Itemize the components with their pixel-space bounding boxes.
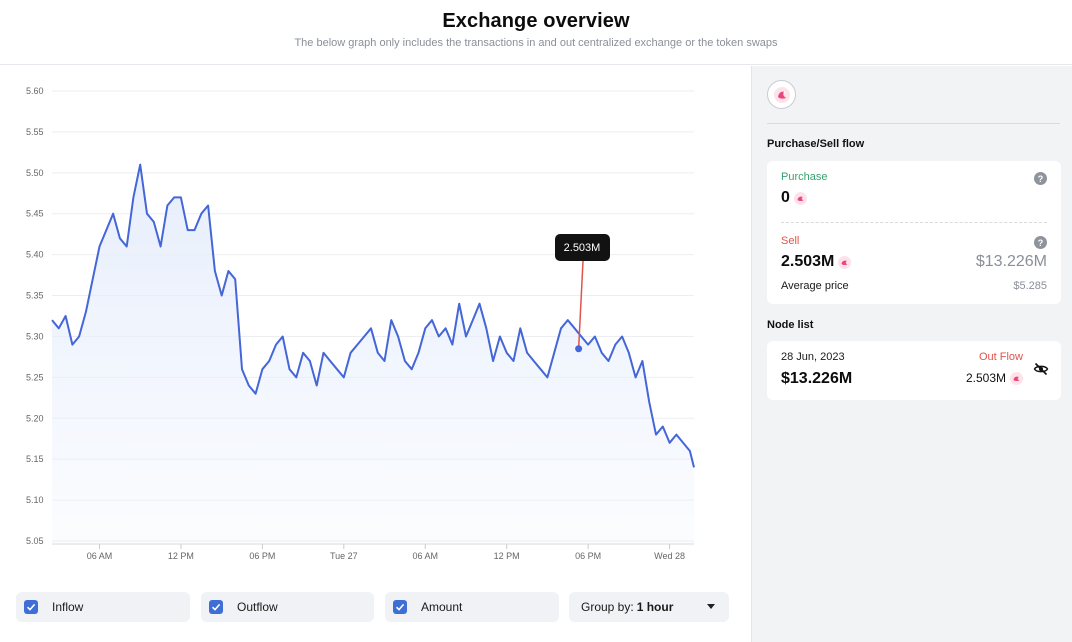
question-icon[interactable]: ?: [1034, 172, 1047, 185]
y-tick-label: 5.40: [26, 250, 44, 260]
y-tick-label: 5.10: [26, 495, 44, 505]
y-tick-label: 5.45: [26, 209, 44, 219]
sell-label: Sell: [781, 235, 800, 247]
sell-value: 2.503M: [781, 253, 835, 270]
exchange-chart: 5.60 5.55 5.50 5.45 5.40 5.35 5.30 5.25 5.20 5.15…: [0, 66, 751, 642]
purchase-label: Purchase: [781, 171, 828, 183]
token-icon: [1010, 371, 1023, 385]
tooltip-box: [555, 234, 610, 261]
page-subtitle: The below graph only includes the transa…: [294, 37, 778, 49]
node-type: Out Flow: [978, 351, 1023, 363]
y-tick-label: 5.20: [26, 413, 44, 423]
x-tick-label: 12 PM: [494, 551, 520, 561]
node-section-title: Node list: [767, 319, 814, 331]
check-icon: [393, 600, 407, 614]
x-tick-label: 06 AM: [87, 551, 113, 561]
token-logo-icon[interactable]: [767, 80, 796, 109]
y-tick-label: 5.05: [26, 536, 44, 546]
avg-price-value: $5.285: [1013, 280, 1047, 292]
tooltip-point: [575, 345, 583, 353]
x-tick-label: Wed 28: [654, 551, 685, 561]
x-tick-label: 06 PM: [575, 551, 601, 561]
tooltip-label: 2.503M: [564, 242, 601, 254]
y-tick-label: 5.15: [26, 454, 44, 464]
caret-down-icon: [707, 604, 715, 609]
y-tick-label: 5.35: [26, 291, 44, 301]
node-date: 28 Jun, 2023: [781, 351, 845, 363]
y-tick-label: 5.60: [26, 86, 44, 96]
chart-controls: Inflow Outflow Amount Group by: 1 hour: [0, 592, 751, 622]
tooltip-connector: [577, 260, 584, 349]
chart-svg: 5.60 5.55 5.50 5.45 5.40 5.35 5.30 5.25 5.20 5.15…: [26, 86, 695, 561]
dashed-divider: [781, 222, 1047, 223]
sell-amount: 2.503M: [781, 253, 852, 271]
question-icon[interactable]: ?: [1034, 236, 1047, 249]
amount-toggle[interactable]: Amount: [385, 592, 559, 622]
purchase-value: 0: [781, 189, 790, 206]
avg-price-label: Average price: [781, 280, 849, 292]
series-line: [51, 163, 695, 468]
series-area: [52, 164, 694, 544]
token-icon: [838, 255, 852, 269]
y-tick-label: 5.50: [26, 168, 44, 178]
page-header: Exchange overview The below graph only i…: [0, 0, 1072, 65]
purchase-amount: 0: [781, 189, 807, 207]
x-tick-label: Tue 27: [330, 551, 358, 561]
outflow-label: Outflow: [237, 600, 278, 614]
x-tick-label: 06 AM: [412, 551, 438, 561]
y-tick-label: 5.25: [26, 372, 44, 382]
flow-section-title: Purchase/Sell flow: [767, 138, 865, 150]
groupby-value: 1 hour: [636, 600, 674, 614]
node-amount: 2.503M: [965, 371, 1006, 385]
x-tick-label: 12 PM: [168, 551, 194, 561]
check-icon: [24, 600, 38, 614]
check-icon: [209, 600, 223, 614]
inflow-toggle[interactable]: Inflow: [16, 592, 190, 622]
flow-card: Purchase ? 0 Sell ? 2.503M $13.226M Aver…: [767, 161, 1061, 304]
y-tick-label: 5.55: [26, 127, 44, 137]
x-tick-label: 06 PM: [249, 551, 275, 561]
divider: [767, 123, 1060, 124]
outflow-toggle[interactable]: Outflow: [201, 592, 374, 622]
node-amount-wrap: 2.503M: [966, 371, 1023, 385]
amount-label: Amount: [421, 600, 463, 614]
eye-off-icon[interactable]: [1033, 361, 1049, 382]
node-list-item[interactable]: 28 Jun, 2023 Out Flow $13.226M 2.503M: [767, 341, 1061, 400]
page-title: Exchange overview: [442, 10, 630, 32]
sell-usd: $13.226M: [975, 253, 1047, 270]
groupby-label: Group by:: [581, 600, 634, 614]
token-icon: [793, 191, 807, 205]
inflow-label: Inflow: [52, 600, 84, 614]
node-usd: $13.226M: [781, 370, 853, 387]
groupby-select[interactable]: Group by: 1 hour: [569, 592, 729, 622]
side-panel: Purchase/Sell flow Purchase ? 0 Sell ? 2…: [751, 66, 1072, 642]
y-tick-label: 5.30: [26, 331, 44, 341]
